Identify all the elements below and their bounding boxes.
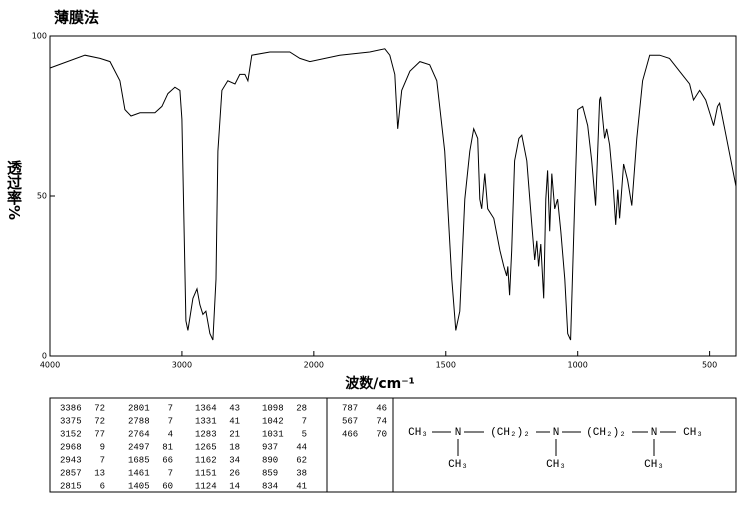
peak-wavenumber: 567: [342, 416, 358, 426]
x-axis-label: 波数/cm⁻¹: [345, 375, 415, 392]
peak-wavenumber: 1405: [128, 481, 150, 491]
peak-wavenumber: 2497: [128, 442, 150, 452]
peak-wavenumber: 1685: [128, 455, 150, 465]
structure-group: CH₃: [546, 459, 566, 471]
peak-transmittance: 5: [302, 429, 307, 439]
peak-transmittance: 9: [100, 442, 105, 452]
peak-wavenumber: 859: [262, 468, 278, 478]
peak-wavenumber: 2857: [60, 468, 82, 478]
peak-transmittance: 34: [229, 455, 240, 465]
peak-wavenumber: 3152: [60, 429, 82, 439]
peak-wavenumber: 2801: [128, 403, 150, 413]
x-tick-label: 500: [702, 361, 717, 370]
x-tick-label: 1500: [436, 361, 456, 370]
peak-transmittance: 7: [168, 468, 173, 478]
peak-transmittance: 70: [376, 429, 387, 439]
peak-transmittance: 44: [296, 442, 307, 452]
peak-transmittance: 6: [100, 481, 105, 491]
peak-transmittance: 7: [302, 416, 307, 426]
plot-frame: [49, 35, 737, 357]
peak-transmittance: 66: [162, 455, 173, 465]
structure-group: N: [455, 427, 462, 439]
x-tick-label: 2000: [304, 361, 324, 370]
peak-transmittance: 7: [100, 455, 105, 465]
peak-transmittance: 38: [296, 468, 307, 478]
structure-group: CH₃: [408, 427, 428, 439]
peak-wavenumber: 937: [262, 442, 278, 452]
peak-transmittance: 4: [168, 429, 173, 439]
peak-wavenumber: 1265: [195, 442, 217, 452]
peak-transmittance: 13: [94, 468, 105, 478]
peak-wavenumber: 1042: [262, 416, 284, 426]
peak-transmittance: 26: [229, 468, 240, 478]
peak-wavenumber: 1364: [195, 403, 217, 413]
y-tick-label: 0: [42, 352, 47, 361]
peak-wavenumber: 1098: [262, 403, 284, 413]
y-tick-label: 50: [37, 192, 47, 201]
peak-transmittance: 18: [229, 442, 240, 452]
peak-wavenumber: 3386: [60, 403, 82, 413]
structure-group: CH₃: [448, 459, 468, 471]
peak-transmittance: 74: [376, 416, 387, 426]
peak-wavenumber: 466: [342, 429, 358, 439]
structure-group: CH₃: [644, 459, 664, 471]
peak-transmittance: 41: [229, 416, 240, 426]
peak-transmittance: 72: [94, 416, 105, 426]
structure-group: N: [553, 427, 560, 439]
peak-wavenumber: 787: [342, 403, 358, 413]
peak-wavenumber: 834: [262, 481, 278, 491]
y-axis-label: 透过率%: [5, 160, 23, 221]
peak-wavenumber: 2788: [128, 416, 150, 426]
peak-transmittance: 81: [162, 442, 173, 452]
peak-transmittance: 41: [296, 481, 307, 491]
x-tick-label: 4000: [40, 361, 60, 370]
peak-wavenumber: 2943: [60, 455, 82, 465]
peak-wavenumber: 1162: [195, 455, 217, 465]
peak-wavenumber: 3375: [60, 416, 82, 426]
peak-wavenumber: 1124: [195, 481, 217, 491]
x-tick-label: 1000: [568, 361, 588, 370]
peak-wavenumber: 1331: [195, 416, 217, 426]
structure-group: N: [651, 427, 658, 439]
peak-transmittance: 14: [229, 481, 240, 491]
x-tick-label: 3000: [172, 361, 192, 370]
spectrum-line: [49, 48, 737, 341]
structure-group: (CH₂)₂: [490, 427, 530, 439]
peak-wavenumber: 1283: [195, 429, 217, 439]
peak-wavenumber: 2815: [60, 481, 82, 491]
peak-wavenumber: 1461: [128, 468, 150, 478]
peak-transmittance: 62: [296, 455, 307, 465]
peak-transmittance: 72: [94, 403, 105, 413]
peak-wavenumber: 890: [262, 455, 278, 465]
structure-group: (CH₂)₂: [586, 427, 626, 439]
peak-wavenumber: 1031: [262, 429, 284, 439]
peak-transmittance: 77: [94, 429, 105, 439]
peak-transmittance: 43: [229, 403, 240, 413]
peak-transmittance: 46: [376, 403, 387, 413]
peak-transmittance: 21: [229, 429, 240, 439]
chart-title: 薄膜法: [54, 9, 99, 27]
peak-transmittance: 7: [168, 416, 173, 426]
peak-transmittance: 60: [162, 481, 173, 491]
peak-wavenumber: 2764: [128, 429, 150, 439]
peak-transmittance: 28: [296, 403, 307, 413]
y-tick-label: 100: [32, 32, 47, 41]
structure-group: CH₃: [683, 427, 703, 439]
peak-wavenumber: 2968: [60, 442, 82, 452]
peak-transmittance: 7: [168, 403, 173, 413]
peak-wavenumber: 1151: [195, 468, 217, 478]
